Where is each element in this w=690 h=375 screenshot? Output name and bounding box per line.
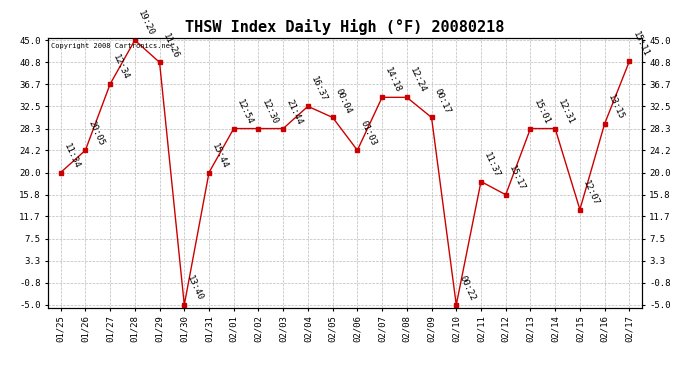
Text: Copyright 2008 Cartronics.net: Copyright 2008 Cartronics.net [51, 43, 175, 49]
Text: 13:40: 13:40 [186, 274, 205, 302]
Text: 15:17: 15:17 [507, 164, 526, 192]
Title: THSW Index Daily High (°F) 20080218: THSW Index Daily High (°F) 20080218 [186, 19, 504, 35]
Text: 12:30: 12:30 [259, 98, 279, 126]
Text: 15:11: 15:11 [631, 30, 650, 58]
Text: 20:05: 20:05 [87, 120, 106, 148]
Text: 11:26: 11:26 [161, 32, 180, 60]
Text: 12:54: 12:54 [235, 98, 255, 126]
Text: 00:22: 00:22 [457, 274, 477, 302]
Text: 11:37: 11:37 [482, 151, 502, 179]
Text: 21:44: 21:44 [284, 98, 304, 126]
Text: 00:04: 00:04 [334, 87, 353, 115]
Text: 00:17: 00:17 [433, 87, 452, 115]
Text: 11:34: 11:34 [62, 142, 81, 170]
Text: 14:18: 14:18 [384, 66, 403, 94]
Text: 13:15: 13:15 [606, 93, 625, 121]
Text: 15:01: 15:01 [532, 98, 551, 126]
Text: 15:44: 15:44 [210, 142, 230, 170]
Text: 12:24: 12:24 [408, 66, 428, 94]
Text: 19:20: 19:20 [136, 9, 155, 38]
Text: 16:37: 16:37 [309, 75, 328, 104]
Text: 12:31: 12:31 [556, 98, 576, 126]
Text: 12:07: 12:07 [581, 179, 600, 207]
Text: 12:34: 12:34 [111, 53, 131, 81]
Text: 01:03: 01:03 [359, 120, 378, 148]
